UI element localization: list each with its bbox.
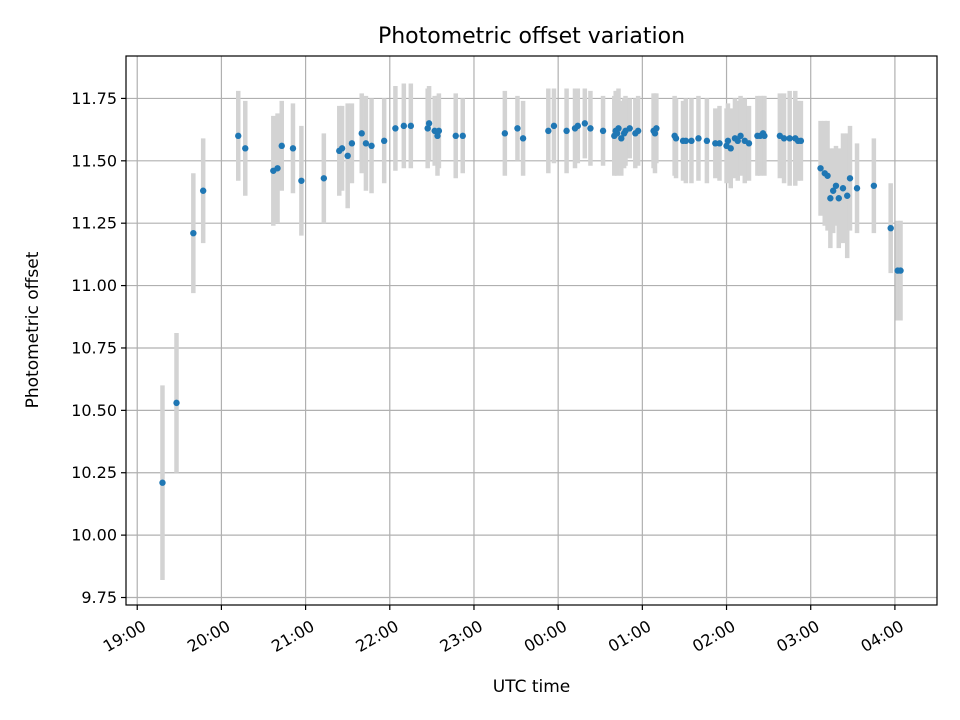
data-point <box>672 135 680 142</box>
data-point <box>716 140 723 147</box>
data-point <box>434 132 441 140</box>
data-point <box>199 187 207 194</box>
data-point <box>338 145 346 152</box>
data-point <box>159 479 166 486</box>
data-point <box>320 175 328 182</box>
data-point <box>846 175 854 182</box>
data-point <box>519 135 527 142</box>
y-tick-label: 10.25 <box>71 463 117 482</box>
data-point <box>651 130 659 137</box>
data-point <box>298 177 305 184</box>
data-point <box>514 125 521 132</box>
data-point <box>235 132 242 140</box>
y-axis-label: Photometric offset <box>23 251 43 408</box>
data-point <box>817 165 824 172</box>
data-point <box>173 399 180 407</box>
data-point <box>761 132 768 140</box>
data-point <box>827 195 834 202</box>
data-point <box>897 267 904 274</box>
data-point <box>832 182 840 189</box>
data-point <box>615 125 622 132</box>
data-point <box>734 137 741 145</box>
data-point <box>626 125 633 132</box>
data-point <box>574 122 582 130</box>
data-point <box>727 145 734 152</box>
data-point <box>724 137 732 145</box>
data-point <box>545 127 552 135</box>
chart-title: Photometric offset variation <box>378 24 685 49</box>
data-point <box>599 127 607 135</box>
y-tick-label: 10.75 <box>71 338 117 357</box>
data-point <box>563 127 570 135</box>
data-point <box>844 192 851 199</box>
data-point <box>368 142 375 150</box>
data-point <box>358 130 365 137</box>
data-point <box>392 125 399 132</box>
y-tick-label: 11.50 <box>71 151 117 170</box>
x-axis-label: UTC time <box>493 677 571 697</box>
data-point <box>425 120 433 127</box>
data-point <box>274 165 281 172</box>
data-point <box>289 145 297 152</box>
data-point <box>634 127 642 135</box>
data-point <box>435 127 443 135</box>
y-tick-label: 11.75 <box>71 89 117 108</box>
data-point <box>362 140 370 147</box>
data-point <box>242 145 249 152</box>
data-point <box>581 120 589 127</box>
data-point <box>745 140 753 147</box>
grid-layer <box>126 56 937 605</box>
data-point <box>786 135 793 142</box>
data-point <box>870 182 878 189</box>
data-point <box>459 132 466 140</box>
data-point <box>695 135 702 142</box>
data-point <box>424 125 431 132</box>
y-tick-label: 11.00 <box>71 276 117 295</box>
data-point <box>737 132 744 140</box>
data-point <box>618 135 625 142</box>
data-point <box>190 229 197 237</box>
data-point <box>780 135 788 142</box>
data-point <box>550 122 558 130</box>
plot-frame <box>125 55 938 606</box>
data-point <box>703 137 711 145</box>
y-tick-label: 10.50 <box>71 401 117 420</box>
data-point <box>824 172 831 179</box>
data-point <box>344 152 351 160</box>
data-point <box>452 132 459 140</box>
y-tick-label: 9.75 <box>81 588 117 607</box>
data-point <box>400 122 408 130</box>
point-layer <box>159 120 904 486</box>
data-point <box>688 137 695 145</box>
data-point <box>829 187 837 194</box>
y-tick-label: 10.00 <box>71 526 117 545</box>
data-point <box>613 130 621 137</box>
data-point <box>587 125 594 132</box>
data-point <box>407 122 415 130</box>
y-tick-label: 11.25 <box>71 214 117 233</box>
data-point <box>682 137 690 145</box>
data-point <box>348 140 356 147</box>
data-point <box>835 195 842 202</box>
data-point <box>653 125 660 132</box>
data-point <box>278 142 285 150</box>
data-point <box>839 185 847 192</box>
data-point <box>887 224 894 232</box>
data-point <box>380 137 388 145</box>
data-point <box>853 185 861 192</box>
data-point <box>501 130 509 137</box>
data-point <box>797 137 805 145</box>
